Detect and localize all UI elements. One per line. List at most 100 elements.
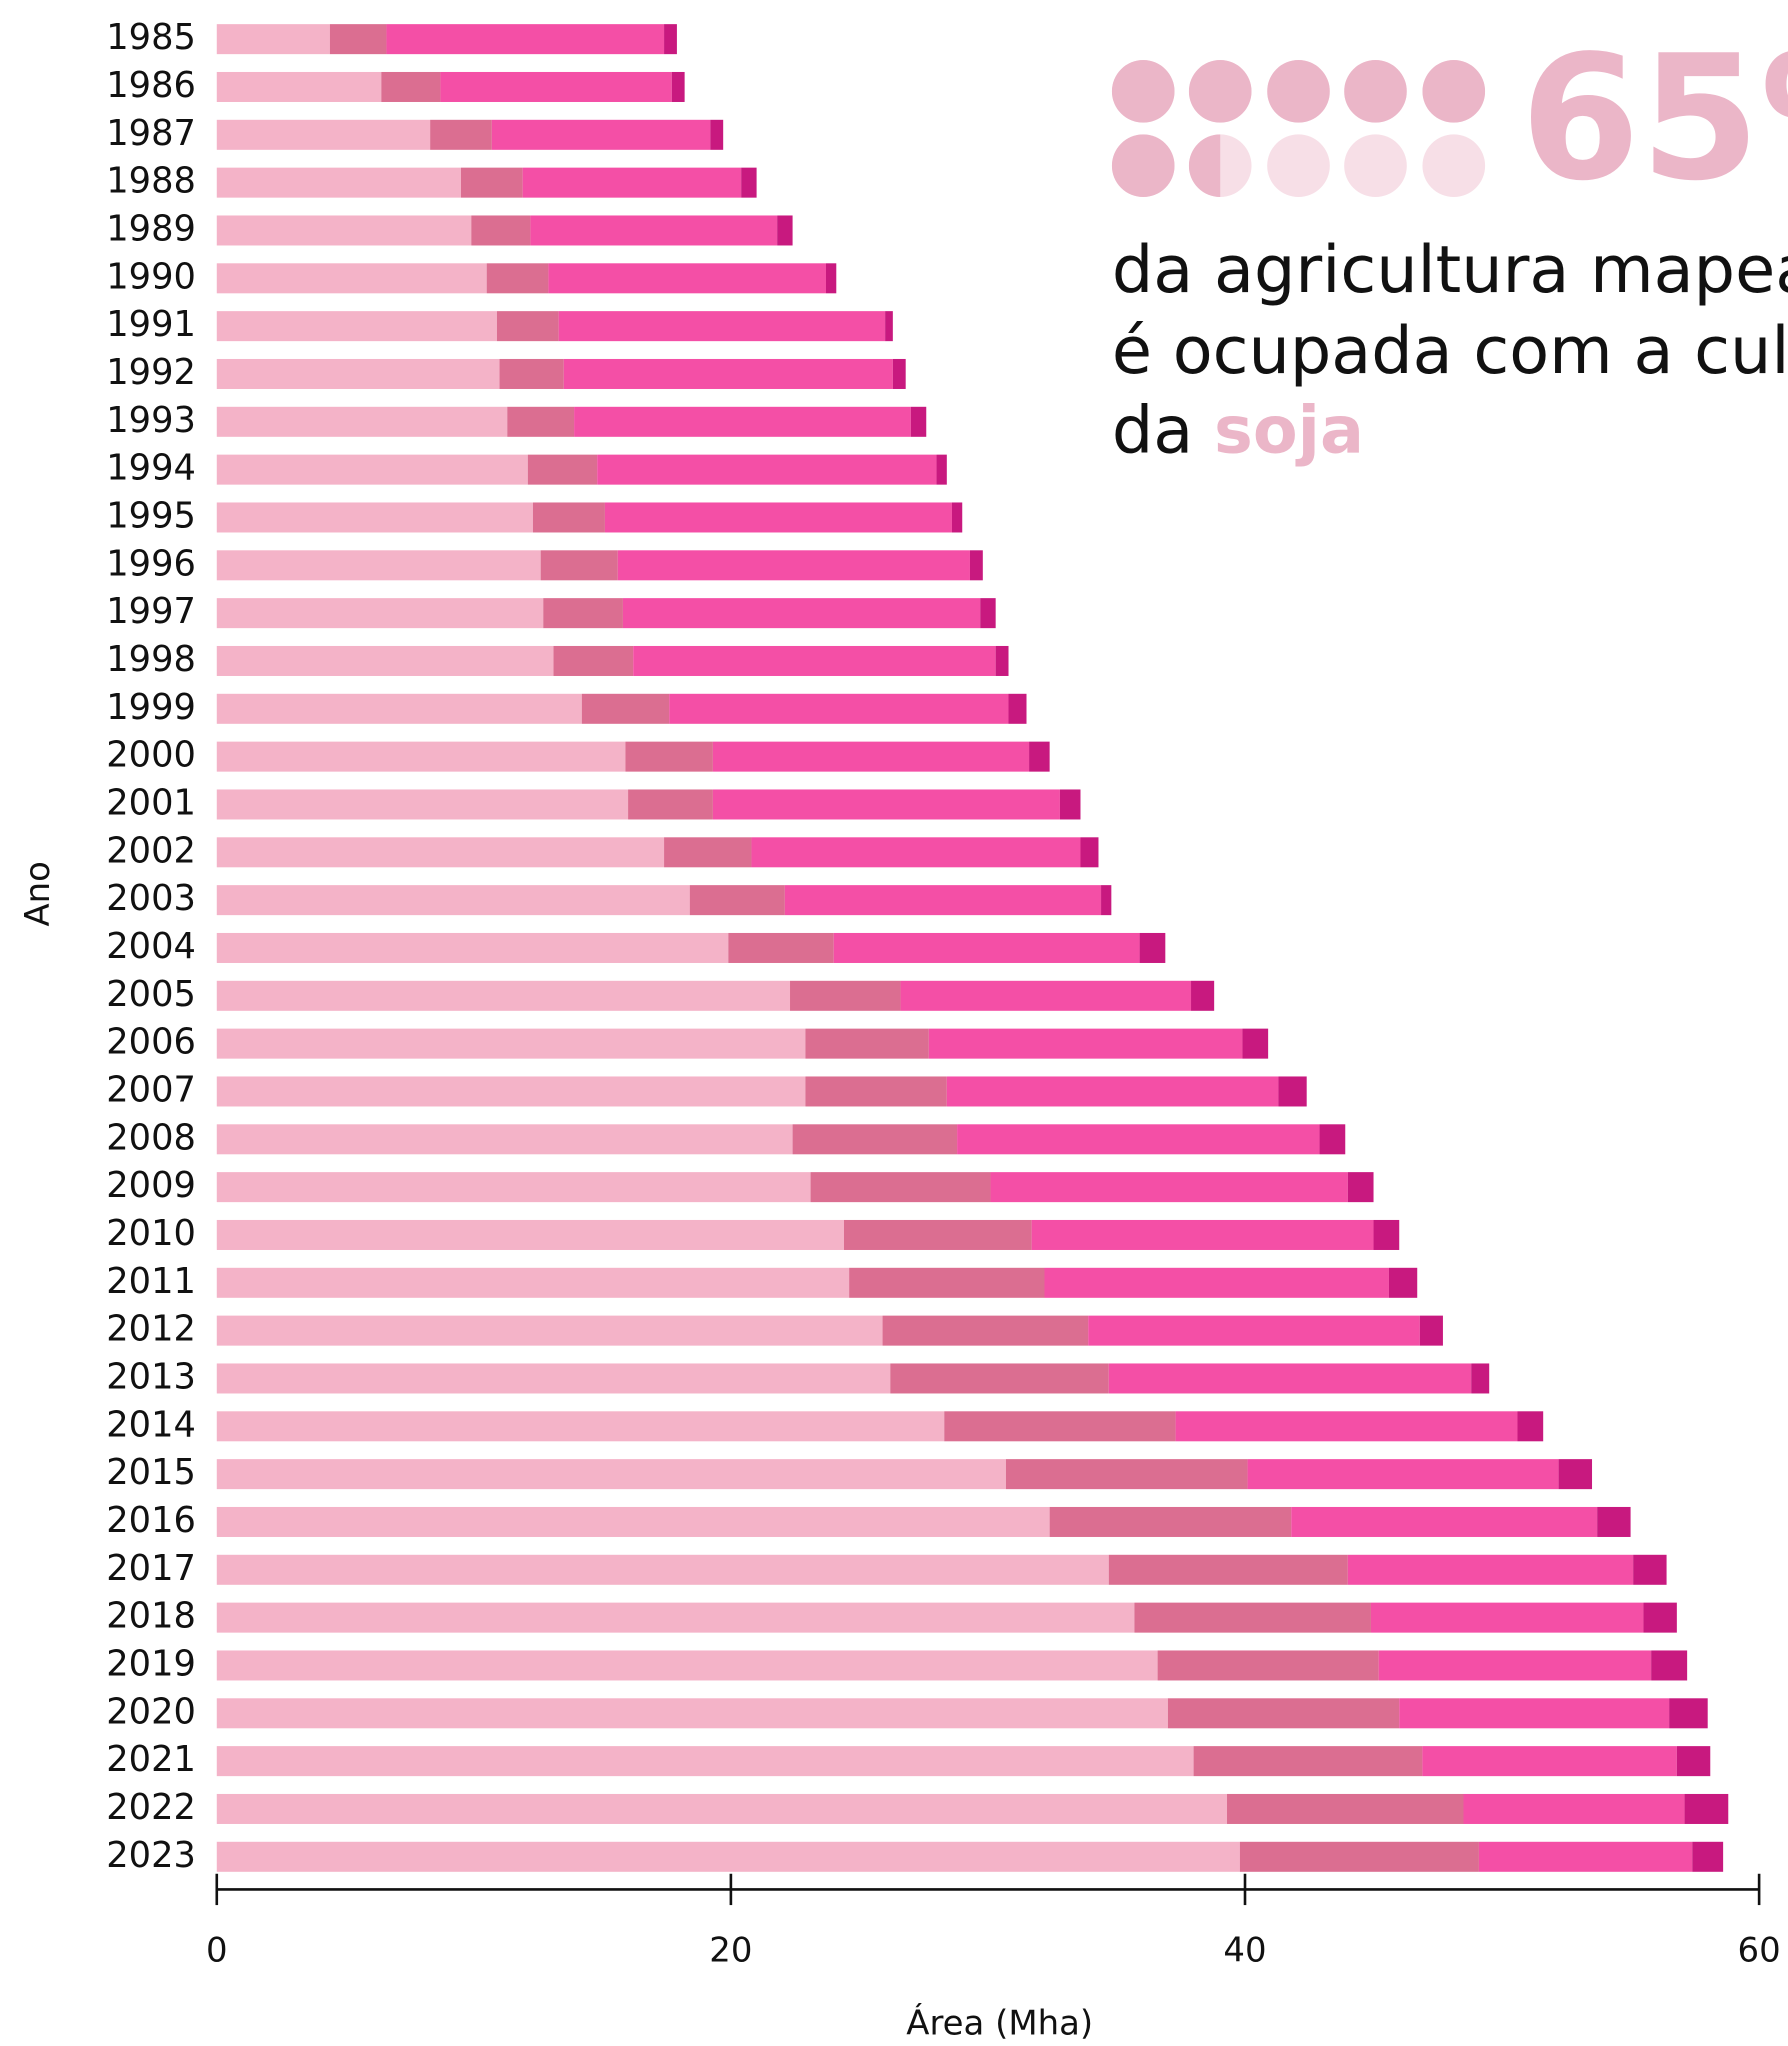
bar-segment	[843, 1219, 1032, 1250]
bar-segment	[491, 119, 711, 150]
description-emphasis: soja	[1214, 393, 1364, 469]
bar-segment	[216, 1506, 1050, 1537]
bar-segment	[216, 119, 431, 150]
y-tick-label: 1992	[106, 352, 196, 393]
bar-segment	[1633, 1554, 1667, 1585]
y-tick-label: 1986	[106, 65, 196, 106]
bar-segment	[1597, 1506, 1631, 1537]
y-tick-label: 2014	[106, 1404, 196, 1445]
highlight-value: 65%	[1520, 18, 1788, 219]
y-axis-label: Ano	[18, 861, 57, 926]
bar-segment	[936, 454, 947, 485]
bar-segment	[1088, 1315, 1420, 1346]
bar-segment	[833, 932, 1140, 963]
bar-segment	[381, 71, 441, 102]
bar-segment	[1227, 1793, 1464, 1824]
bar-segment	[1291, 1506, 1598, 1537]
bar-segment	[527, 454, 598, 485]
bar-segment	[1676, 1746, 1711, 1777]
bar-segment	[1031, 1219, 1374, 1250]
bar-segment	[1108, 1554, 1348, 1585]
bar-segment	[548, 263, 827, 294]
x-tick-label: 20	[709, 1931, 752, 1970]
y-tick-label: 1999	[106, 687, 196, 728]
bar-segment	[216, 1172, 811, 1203]
bar-segment	[900, 980, 1192, 1011]
bar-segment	[440, 71, 672, 102]
bar-segment	[216, 406, 508, 437]
dot-fill	[1111, 60, 1175, 123]
x-axis-label: Área (Mha)	[906, 2003, 1093, 2043]
bar-segment	[1175, 1411, 1518, 1442]
dot-fill	[1344, 60, 1407, 123]
bar-segment	[712, 741, 1030, 772]
bar-segment	[496, 311, 559, 342]
dot-empty	[1267, 134, 1330, 198]
bar-segment	[1419, 1315, 1443, 1346]
bar-segment	[671, 71, 685, 102]
y-tick-label: 1991	[106, 304, 196, 345]
bar-segment	[522, 167, 742, 198]
bar-segment	[216, 1841, 1240, 1872]
bar-segment	[777, 215, 793, 246]
y-tick-label: 1990	[106, 256, 196, 297]
bar-segment	[810, 1172, 991, 1203]
bar-segment	[910, 406, 927, 437]
bar-segment	[430, 119, 492, 150]
bar-segment	[216, 263, 487, 294]
bar-segment	[216, 837, 665, 868]
bar-segment	[216, 1746, 1194, 1777]
y-tick-label: 2008	[106, 1117, 196, 1158]
bar-segment	[882, 1315, 1089, 1346]
bar-segment	[581, 693, 670, 724]
y-tick-label: 2023	[106, 1835, 196, 1876]
bar-segment	[1044, 1267, 1389, 1298]
bar-segment	[1517, 1411, 1544, 1442]
description-line: é ocupada com a cultura	[1112, 313, 1788, 389]
bar-segment	[1247, 1459, 1559, 1490]
bar-segment	[216, 1411, 945, 1442]
y-tick-label: 2022	[106, 1787, 196, 1828]
bar-segment	[597, 454, 937, 485]
bar-segment	[1471, 1363, 1490, 1394]
bar-segment	[1134, 1602, 1371, 1633]
bar-segment	[386, 24, 665, 55]
dot-fill	[1422, 60, 1486, 123]
bar-segment	[216, 598, 544, 629]
y-tick-label: 2001	[106, 782, 196, 823]
y-tick-label: 2006	[106, 1022, 196, 1063]
bar-segment	[1008, 693, 1027, 724]
bar-segment	[957, 1124, 1320, 1155]
bar-segment	[890, 1363, 1109, 1394]
bar-segment	[216, 71, 382, 102]
y-tick-label: 2017	[106, 1548, 196, 1589]
bar-segment	[944, 1411, 1176, 1442]
bar-segment	[1651, 1650, 1688, 1681]
bar-segment	[1643, 1602, 1677, 1633]
bar-segment	[216, 24, 330, 55]
bar-segment	[1167, 1698, 1400, 1729]
bar-segment	[1347, 1172, 1374, 1203]
dot-fill	[1111, 134, 1175, 198]
bar-segment	[216, 502, 533, 533]
bar-segment	[216, 741, 626, 772]
bar-segment	[216, 1459, 1006, 1490]
bar-segment	[216, 1554, 1109, 1585]
bar-segment	[784, 885, 1102, 916]
y-tick-label: 2002	[106, 830, 196, 871]
bar-segment	[1692, 1841, 1724, 1872]
bar-segment	[558, 311, 886, 342]
bar-segment	[1422, 1746, 1677, 1777]
bar-segment	[553, 645, 634, 676]
bar-segment	[216, 1076, 806, 1107]
bar-segment	[216, 980, 791, 1011]
y-tick-label: 1985	[106, 17, 196, 58]
y-tick-label: 2007	[106, 1069, 196, 1110]
y-tick-label: 2015	[106, 1452, 196, 1493]
bar-segment	[604, 502, 952, 533]
bar-segment	[216, 1267, 850, 1298]
bar-segment	[951, 502, 963, 533]
bar-segment	[216, 1315, 883, 1346]
bar-segment	[1478, 1841, 1693, 1872]
